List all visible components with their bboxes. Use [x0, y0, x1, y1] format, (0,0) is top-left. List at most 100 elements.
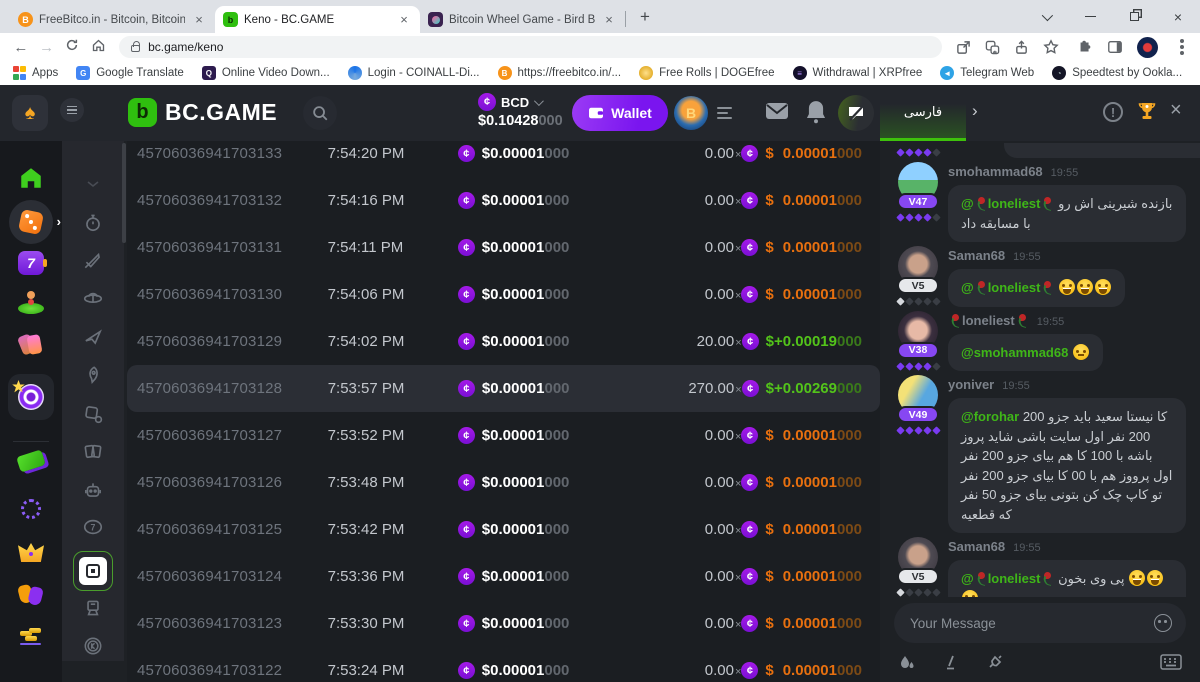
bc-originals-target-icon[interactable] — [0, 374, 62, 420]
profile-button[interactable]: B — [674, 96, 732, 130]
chat-username[interactable]: Saman68 — [948, 539, 1006, 554]
search-button[interactable] — [303, 96, 337, 130]
address-bar[interactable]: bc.game/keno — [119, 36, 942, 58]
bookmark-speedtest[interactable]: ◔ Speedtest by Ookla... — [1052, 66, 1182, 80]
chat-close-icon[interactable]: × — [1170, 99, 1182, 121]
tab-search-icon[interactable] — [1024, 0, 1068, 33]
tower-game-icon[interactable] — [62, 597, 124, 619]
user-mention[interactable]: @smohammad68 — [961, 344, 1069, 360]
wheel-game-icon[interactable] — [62, 286, 124, 308]
rocket-game-icon[interactable] — [62, 364, 124, 386]
rain-tip-icon[interactable] — [898, 653, 916, 676]
bet-table-row[interactable]: 45706036941703131 7:54:11 PM ¢ $0.00001 00… — [127, 224, 880, 271]
cards-game-icon[interactable] — [62, 441, 124, 463]
chat-message-input[interactable] — [908, 614, 1154, 632]
translate-icon[interactable] — [985, 40, 1000, 55]
bet-table-row[interactable]: 45706036941703122 7:53:24 PM ¢ $0.00001 00… — [127, 647, 880, 682]
menu-toggle-icon[interactable] — [60, 98, 84, 122]
bet-table-row[interactable]: 45706036941703124 7:53:36 PM ¢ $0.00001 00… — [127, 553, 880, 600]
back-button[interactable]: ← — [13, 38, 29, 56]
bet-table-row[interactable]: 45706036941703127 7:53:52 PM ¢ $0.00001 00… — [127, 412, 880, 459]
party-masks-icon[interactable] — [0, 583, 62, 607]
plinko-game-icon[interactable] — [62, 326, 124, 348]
close-window-button[interactable]: × — [1173, 8, 1183, 25]
chat-username[interactable]: loneliest — [948, 313, 1029, 328]
bookmark-free-rolls[interactable]: Free Rolls | DOGEfree — [639, 66, 775, 80]
staking-coins-icon[interactable] — [0, 627, 62, 647]
roulette-ring-icon[interactable] — [0, 499, 62, 519]
promotions-tags-icon[interactable] — [0, 333, 62, 357]
new-tab-button[interactable]: + — [640, 7, 650, 26]
browser-profile-avatar[interactable] — [1136, 36, 1158, 58]
balance-selector[interactable]: ¢ BCD $0.10428000 — [478, 93, 563, 129]
sword-game-icon[interactable] — [62, 249, 124, 271]
casino-dice-icon[interactable]: › — [0, 200, 62, 244]
user-mention[interactable]: @forohar — [961, 409, 1020, 424]
chat-language-tab[interactable]: فارسی — [880, 85, 966, 141]
subnav-scrollbar-thumb[interactable] — [122, 143, 126, 243]
user-mention[interactable]: @ loneliest — [961, 571, 1054, 586]
gif-keyboard-icon[interactable] — [1160, 654, 1182, 675]
crash-timer-game-icon[interactable] — [62, 211, 124, 233]
bet-table-row[interactable]: 45706036941703125 7:53:42 PM ¢ $0.00001 00… — [127, 506, 880, 553]
bet-table-row[interactable]: 45706036941703126 7:53:48 PM ¢ $0.00001 00… — [127, 459, 880, 506]
side-panel-icon[interactable] — [1107, 39, 1123, 55]
extensions-puzzle-icon[interactable] — [1077, 39, 1093, 55]
hilo-robot-game-icon[interactable] — [62, 479, 124, 501]
bet-table-row[interactable]: 45706036941703130 7:54:06 PM ¢ $0.00001 00… — [127, 271, 880, 318]
trophy-icon[interactable] — [1136, 101, 1158, 128]
bookmark-coinall[interactable]: Login - COINALL-Di... — [347, 66, 480, 80]
browser-menu-icon[interactable] — [1179, 45, 1184, 49]
spade-logo-icon[interactable]: ♠ — [12, 95, 48, 131]
user-mention[interactable]: @ loneliest — [961, 280, 1054, 295]
slash-command-icon[interactable] — [942, 653, 960, 676]
restore-button[interactable] — [1112, 0, 1156, 33]
share-icon[interactable] — [1014, 39, 1029, 55]
open-in-app-icon[interactable] — [956, 40, 971, 55]
bcgame-logo[interactable]: b BC.GAME — [128, 98, 277, 127]
minimize-button[interactable] — [1068, 0, 1112, 33]
live-casino-icon[interactable] — [0, 291, 62, 315]
tab-close-icon[interactable]: × — [605, 11, 613, 27]
bet-table-row[interactable]: 45706036941703133 7:54:20 PM ¢ $0.00001 00… — [127, 141, 880, 177]
chat-username[interactable]: Saman68 — [948, 248, 1006, 263]
bookmark-withdrawal[interactable]: ≡ Withdrawal | XRPfree — [792, 66, 922, 80]
keno-game-icon-active[interactable] — [62, 551, 124, 591]
lottery-ticket-icon[interactable] — [0, 449, 62, 473]
user-mention[interactable]: @ loneliest — [961, 196, 1054, 211]
chat-username[interactable]: yoniver — [948, 377, 995, 392]
bet-table-row[interactable]: 45706036941703123 7:53:30 PM ¢ $0.00001 00… — [127, 600, 880, 647]
bookmark-online-video[interactable]: Q Online Video Down... — [201, 66, 330, 80]
bookmark-google-translate[interactable]: G Google Translate — [76, 66, 184, 80]
scroll-chevron-icon[interactable] — [62, 179, 124, 191]
home-button[interactable] — [85, 38, 111, 57]
tab-close-icon[interactable]: × — [195, 11, 203, 27]
tab-wheel-game[interactable]: Bitcoin Wheel Game - Bird Based × — [420, 6, 625, 33]
chat-toggle-button[interactable] — [838, 95, 874, 131]
bookmark-apps[interactable]: Apps — [12, 66, 58, 80]
notifications-button[interactable] — [805, 100, 827, 129]
chat-collapse-chevron[interactable]: › — [972, 101, 978, 120]
reload-button[interactable] — [60, 38, 86, 56]
tab-keno-active[interactable]: b Keno - BC.GAME × — [215, 6, 420, 33]
forward-button[interactable]: → — [39, 38, 55, 56]
bet-table-row[interactable]: 45706036941703129 7:54:02 PM ¢ $0.00001 00… — [127, 318, 880, 365]
bookmark-telegram[interactable]: ◄ Telegram Web — [940, 66, 1034, 80]
tab-close-icon[interactable]: × — [400, 11, 408, 27]
tab-freebitco[interactable]: B FreeBitco.in - Bitcoin, Bitcoin Pric × — [10, 6, 215, 33]
plug-icon[interactable] — [986, 653, 1004, 676]
slots-icon[interactable]: 7 — [0, 251, 62, 275]
vip-crown-icon[interactable] — [0, 543, 62, 562]
token-k-game-icon[interactable] — [62, 635, 124, 657]
bet-table-row[interactable]: 45706036941703128 7:53:57 PM ¢ $0.00001 00… — [127, 365, 880, 412]
bookmark-star-icon[interactable] — [1043, 39, 1059, 55]
chat-username[interactable]: smohammad68 — [948, 164, 1043, 179]
lucky-seven-game-icon[interactable]: 7 — [62, 516, 124, 538]
wallet-button[interactable]: Wallet — [572, 95, 668, 131]
chat-rules-icon[interactable]: ! — [1103, 102, 1123, 122]
dice-chip-game-icon[interactable] — [62, 403, 124, 425]
messages-button[interactable] — [765, 101, 789, 126]
emoji-picker-icon[interactable] — [1154, 614, 1172, 632]
home-icon[interactable] — [0, 165, 62, 191]
